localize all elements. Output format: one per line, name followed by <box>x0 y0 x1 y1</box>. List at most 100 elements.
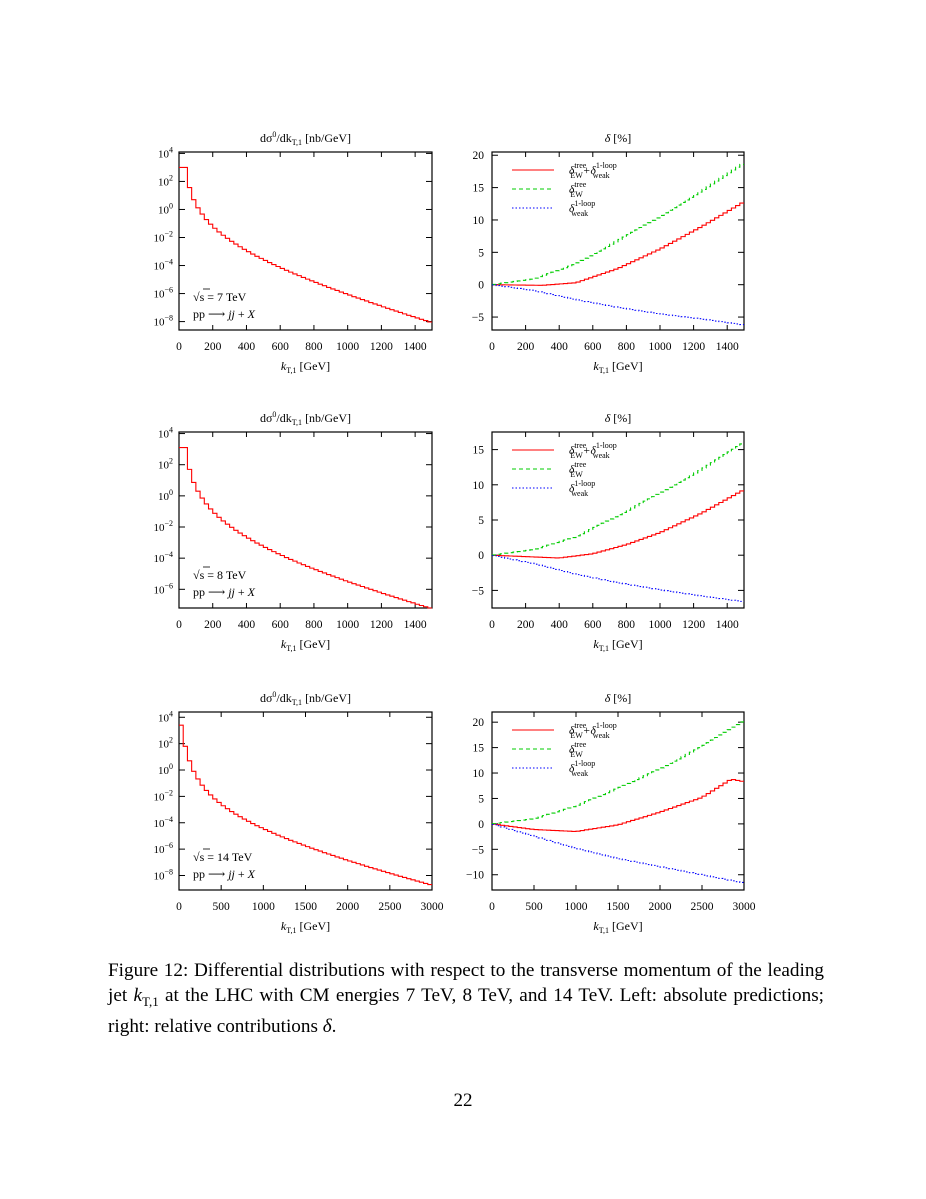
y-tick-label: 102 <box>158 457 173 472</box>
legend-subscript: EW <box>570 190 583 199</box>
series-line-3 <box>492 823 744 884</box>
tick-exponent: 0 <box>169 201 173 210</box>
y-tick-label: 10−6 <box>153 581 173 596</box>
x-tick-label: 500 <box>525 901 543 913</box>
x-axis-label: kT,1 [GeV] <box>281 359 330 375</box>
y-tick-label: 100 <box>158 762 173 777</box>
legend-subscript: EW <box>570 451 583 460</box>
tick-base: 10 <box>158 739 170 751</box>
tick-exponent: 4 <box>169 426 173 435</box>
process-annotation: pp ⟶ jj + X <box>193 867 256 881</box>
legend-delta: δ <box>569 203 575 215</box>
process-text: + <box>235 585 248 599</box>
xlabel-subscript: T,1 <box>599 644 609 653</box>
legend-plus-delta: +δ <box>583 725 597 737</box>
legend-superscript: tree <box>574 180 586 189</box>
process-annotation: pp ⟶ jj + X <box>193 585 256 599</box>
series-line-2 <box>492 443 744 556</box>
legend-label: δtree EW+δ1-loop weak <box>569 161 617 180</box>
legend-label: δtree EW <box>569 180 587 199</box>
y-tick-label: 10 <box>473 480 485 492</box>
legend-superscript: 1-loop <box>596 161 617 170</box>
xlabel-symbol: k <box>593 919 599 933</box>
legend-subscript: EW <box>570 470 583 479</box>
x-tick-label: 200 <box>517 341 535 353</box>
legend-superscript: 1-loop <box>574 199 595 208</box>
xlabel-subscript: T,1 <box>599 366 609 375</box>
x-tick-label: 1000 <box>336 341 359 353</box>
x-tick-label: 3000 <box>733 901 756 913</box>
title-text: [nb/GeV] <box>302 691 351 705</box>
tick-exponent: −6 <box>164 286 173 295</box>
x-tick-label: 1000 <box>649 341 672 353</box>
x-tick-label: 2000 <box>649 901 672 913</box>
x-tick-label: 0 <box>176 341 182 353</box>
process-text: pp ⟶ <box>193 307 228 321</box>
energy-annotation: √s = 8 TeV <box>193 568 247 582</box>
plot-frame <box>491 711 745 891</box>
caption-text-2: at the LHC with CM energies 7 TeV, 8 TeV… <box>108 985 824 1037</box>
y-tick-label: 104 <box>158 145 173 160</box>
tick-base: 10 <box>158 204 170 216</box>
y-tick-label: 10−4 <box>153 258 173 273</box>
legend-superscript: 1-loop <box>574 479 595 488</box>
x-axis-label: kT,1 [GeV] <box>281 919 330 935</box>
x-tick-label: 400 <box>238 619 256 631</box>
tick-base: 10 <box>153 584 165 596</box>
legend-subscript: weak <box>593 451 610 460</box>
tick-base: 10 <box>153 261 165 273</box>
caption-text-1: Differential distributions with respect … <box>108 960 825 1006</box>
y-tick-label: 0 <box>478 819 484 831</box>
title-superscript: 0 <box>272 410 276 419</box>
tick-exponent: 2 <box>169 173 173 182</box>
legend-delta: δ <box>569 763 575 775</box>
legend-subscript: weak <box>571 209 588 218</box>
x-tick-label: 800 <box>618 619 636 631</box>
process-text: pp ⟶ <box>193 867 228 881</box>
x-tick-label: 0 <box>489 901 495 913</box>
xlabel-subscript: T,1 <box>286 926 296 935</box>
legend-subscript: EW <box>570 750 583 759</box>
process-jets: jj <box>226 585 235 599</box>
y-tick-label: 10 <box>473 215 485 227</box>
y-tick-label: 10 <box>473 768 485 780</box>
tick-exponent: 0 <box>169 488 173 497</box>
process-x: X <box>247 585 256 599</box>
x-axis-label: kT,1 [GeV] <box>281 637 330 653</box>
y-tick-label: −10 <box>466 870 484 882</box>
title-text: /dk <box>276 691 291 705</box>
process-text: pp ⟶ <box>193 585 228 599</box>
y-tick-label: 10−6 <box>153 841 173 856</box>
title-text: [nb/GeV] <box>302 411 351 425</box>
sqrt-symbol: √ <box>193 290 200 304</box>
y-tick-label: −5 <box>472 585 484 597</box>
y-tick-label: 10−2 <box>153 519 173 534</box>
x-tick-label: 0 <box>489 341 495 353</box>
legend-subscript: weak <box>571 769 588 778</box>
tick-base: 10 <box>153 232 165 244</box>
tick-exponent: −2 <box>164 519 173 528</box>
chart-title: dσ0/dkT,1 [nb/GeV] <box>260 690 351 707</box>
y-tick-label: 10−8 <box>153 314 173 329</box>
chart-panel-5: dσ0/dkT,1 [nb/GeV]0 500 1000 1500 2000 2500 30… <box>153 690 443 935</box>
series-line-2 <box>492 721 744 825</box>
title-symbol: δ <box>605 691 611 705</box>
tick-exponent: −4 <box>164 550 173 559</box>
legend-superscript: tree <box>574 161 586 170</box>
legend-superscript: 1-loop <box>574 759 595 768</box>
y-tick-label: 15 <box>473 445 485 457</box>
x-axis-label: kT,1 [GeV] <box>593 359 642 375</box>
series-line-1 <box>492 779 744 832</box>
caption-delta: δ <box>322 1015 332 1037</box>
xlabel-subscript: T,1 <box>286 644 296 653</box>
tick-exponent: −6 <box>164 841 173 850</box>
x-tick-label: 1200 <box>370 619 393 631</box>
tick-base: 10 <box>153 553 165 565</box>
title-text: [%] <box>610 691 631 705</box>
series-line-3 <box>492 284 744 326</box>
tick-exponent: −8 <box>164 314 173 323</box>
legend-superscript: tree <box>574 721 586 730</box>
x-tick-label: 600 <box>584 341 602 353</box>
x-axis-label: kT,1 [GeV] <box>593 919 642 935</box>
xlabel-text: [GeV] <box>296 919 330 933</box>
